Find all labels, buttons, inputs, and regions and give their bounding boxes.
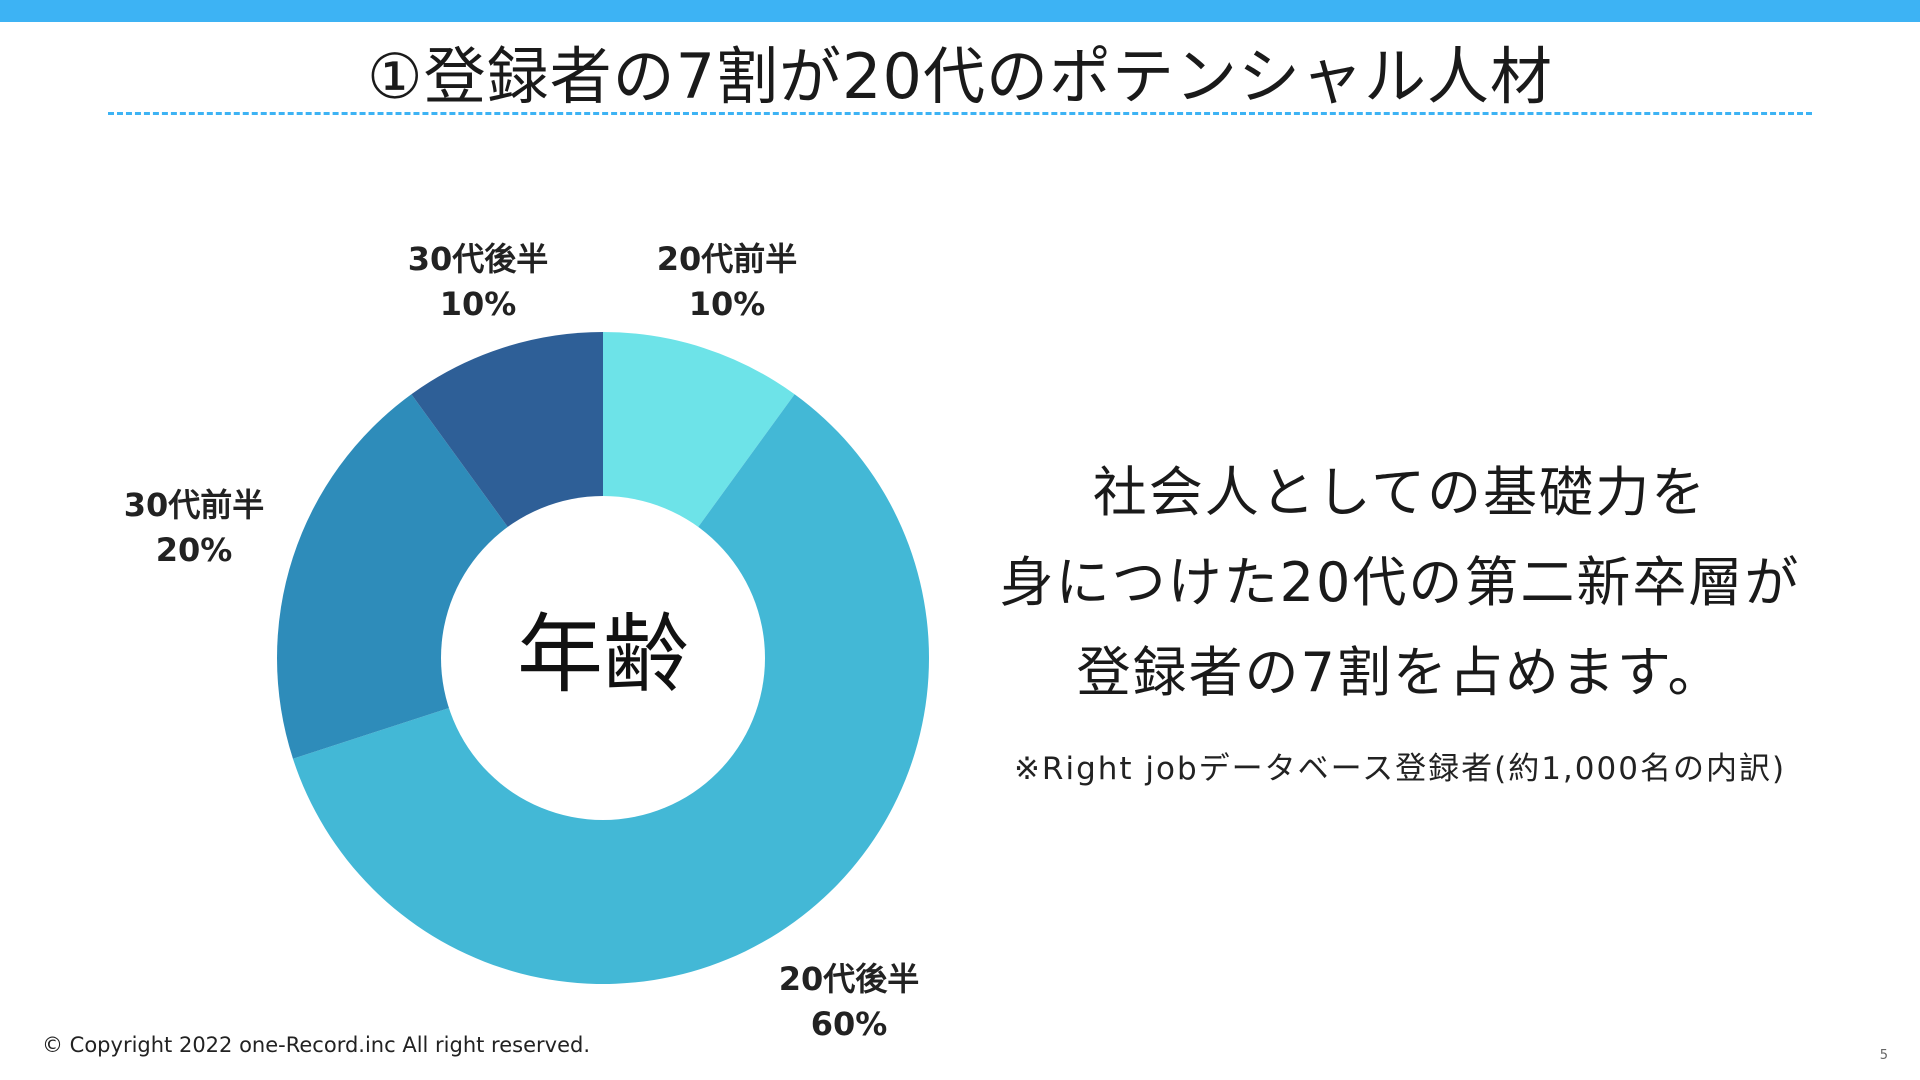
slice-value-label: 10% — [689, 285, 766, 323]
slice-category-label: 20代前半 — [657, 240, 798, 278]
slice-value-label: 10% — [440, 285, 517, 323]
data-source-note: ※Right jobデータベース登録者(約1,000名の内訳) — [1013, 751, 1787, 787]
slice-category-label: 20代後半 — [779, 960, 920, 998]
donut-hole — [441, 496, 765, 820]
message-line: 社会人としての基礎力を — [1092, 461, 1708, 524]
chart-center-label: 年齢 — [517, 605, 689, 705]
title-divider — [108, 112, 1812, 115]
page-title: ①登録者の7割が20代のポテンシャル人材 — [367, 40, 1553, 113]
slice-labels: 20代前半 10% 20代後半 60% 30代前半 20% 30代後半 10% — [124, 240, 920, 1043]
slice-value-label: 20% — [156, 531, 233, 569]
copyright-text: © Copyright 2022 one-Record.inc All righ… — [42, 1033, 590, 1057]
top-accent-bar — [0, 0, 1920, 22]
slice-category-label: 30代前半 — [124, 486, 265, 524]
page-number: 5 — [1879, 1048, 1888, 1063]
message-line: 身につけた20代の第二新卒層が — [999, 551, 1801, 614]
slice-category-label: 30代後半 — [408, 240, 549, 278]
key-message: 社会人としての基礎力を 身につけた20代の第二新卒層が 登録者の7割を占めます。 — [960, 448, 1840, 718]
message-line: 登録者の7割を占めます。 — [1076, 641, 1724, 704]
slice-value-label: 60% — [811, 1005, 888, 1043]
